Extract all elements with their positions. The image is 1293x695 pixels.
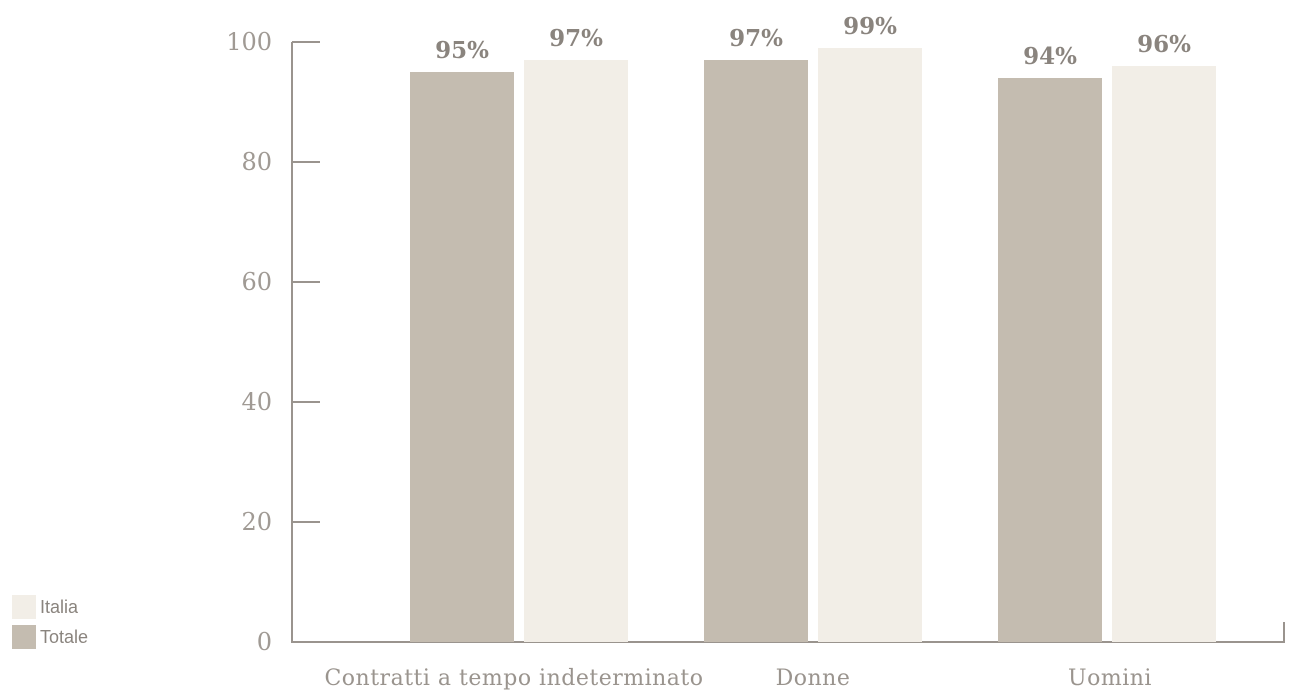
data-labels: 95% 97% 97% 99% 94% 96% [435,13,1191,70]
bar-totale-1 [410,72,514,642]
legend-item-italia: Italia [12,592,88,622]
y-tick-label: 40 [241,388,272,416]
data-label: 95% [435,37,489,64]
legend-swatch-totale [12,625,36,649]
y-tick-label: 0 [257,628,272,656]
legend-label-italia: Italia [40,596,79,617]
x-category-label: Donne [776,666,851,691]
x-category-label: Uomini [1068,666,1152,691]
legend-swatch-italia [12,595,36,619]
legend: Italia Totale [12,592,88,652]
y-tick-label: 100 [226,28,272,56]
category-labels: Contratti a tempo indeterminato Donne Uomi… [324,666,1151,691]
data-label: 94% [1023,43,1077,70]
y-tick-label: 80 [241,148,272,176]
x-category-label: Contratti a tempo indeterminato [324,666,703,691]
bar-italia-1 [524,60,628,642]
bar-italia-3 [1112,66,1216,642]
y-tick-label: 20 [241,508,272,536]
data-label: 97% [549,25,603,52]
data-label: 99% [843,13,897,40]
y-axis-ticks: 0 20 40 60 80 100 [226,28,320,656]
legend-label-totale: Totale [40,626,89,647]
bar-totale-3 [998,78,1102,642]
data-label: 96% [1137,31,1191,58]
data-label: 97% [729,25,783,52]
legend-item-totale: Totale [12,622,88,652]
bar-totale-2 [704,60,808,642]
bar-italia-2 [818,48,922,642]
y-tick-label: 60 [241,268,272,296]
bars [410,48,1216,642]
